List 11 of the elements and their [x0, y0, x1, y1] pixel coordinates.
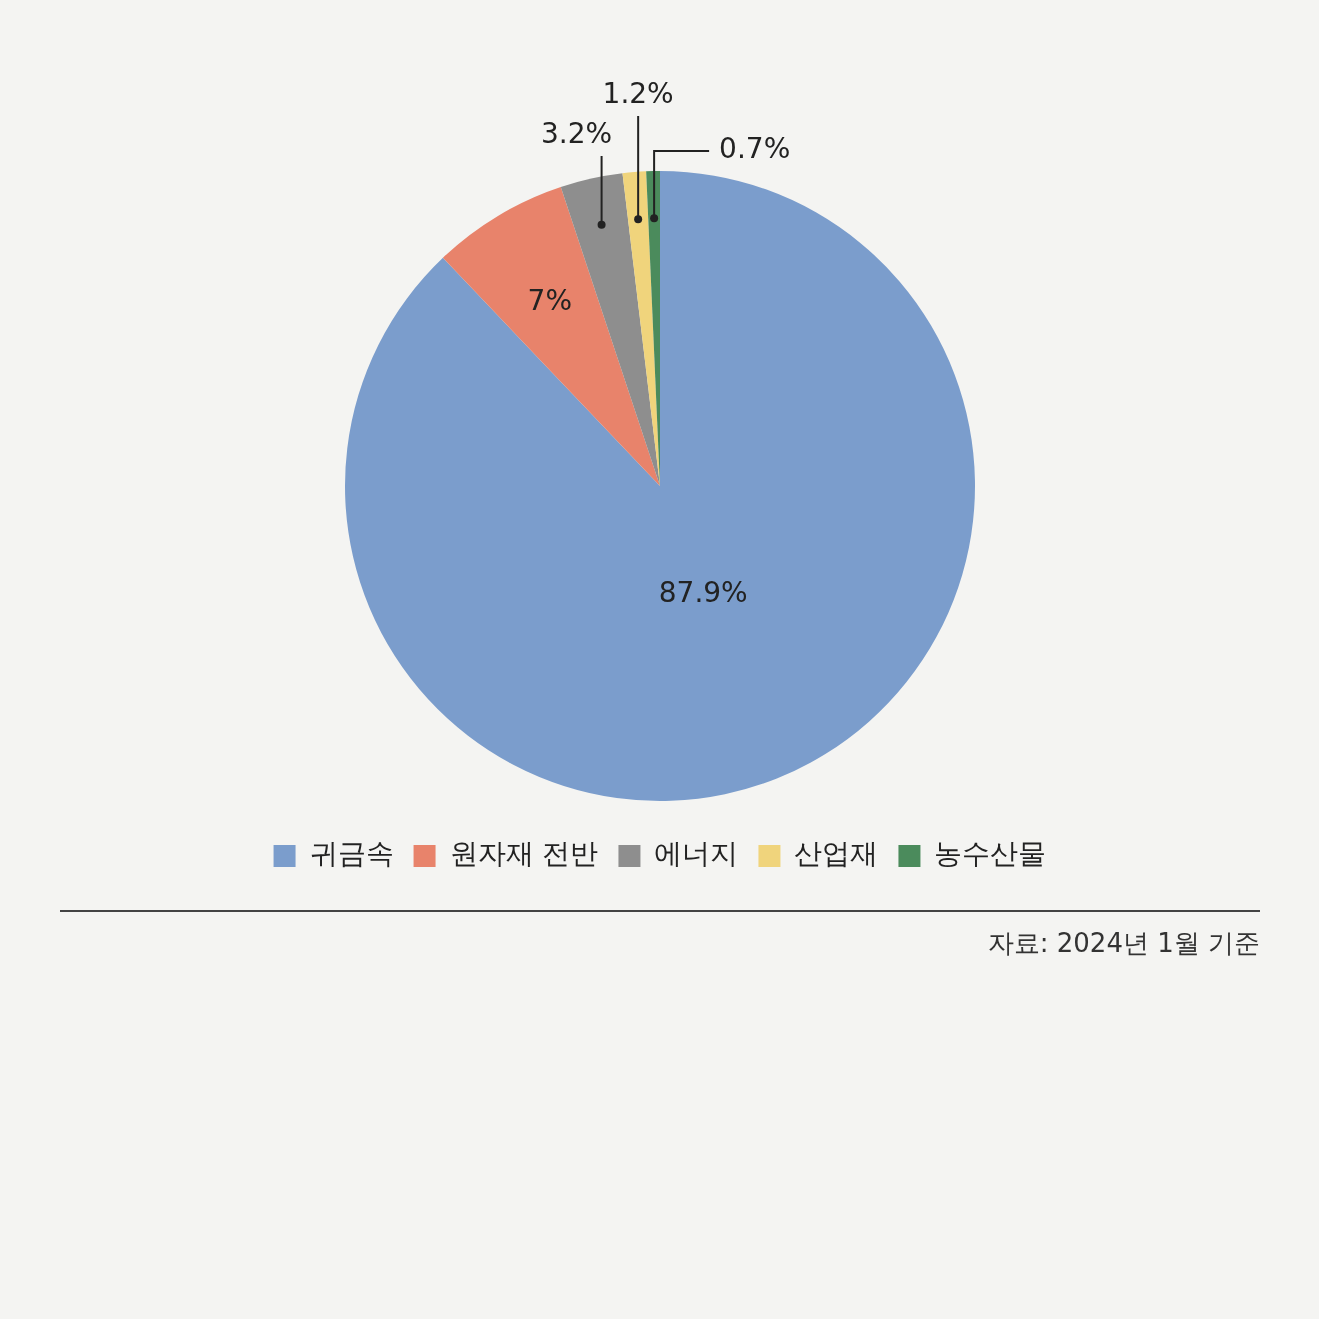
legend-label: 농수산물: [934, 837, 1047, 871]
data-label: 3.2%: [541, 117, 613, 151]
legend-label: 에너지: [654, 837, 739, 871]
legend-label: 산업재: [794, 837, 879, 871]
data-label: 0.7%: [719, 132, 791, 166]
legend-label: 원자재 전반: [449, 837, 599, 871]
data-label: 87.9%: [658, 575, 748, 609]
data-label: 1.2%: [602, 77, 674, 111]
text: 자료: 2024년 1월 기준: [60, 910, 1260, 961]
data-label: 7%: [527, 283, 573, 317]
legend-label: 귀금속: [309, 837, 394, 871]
